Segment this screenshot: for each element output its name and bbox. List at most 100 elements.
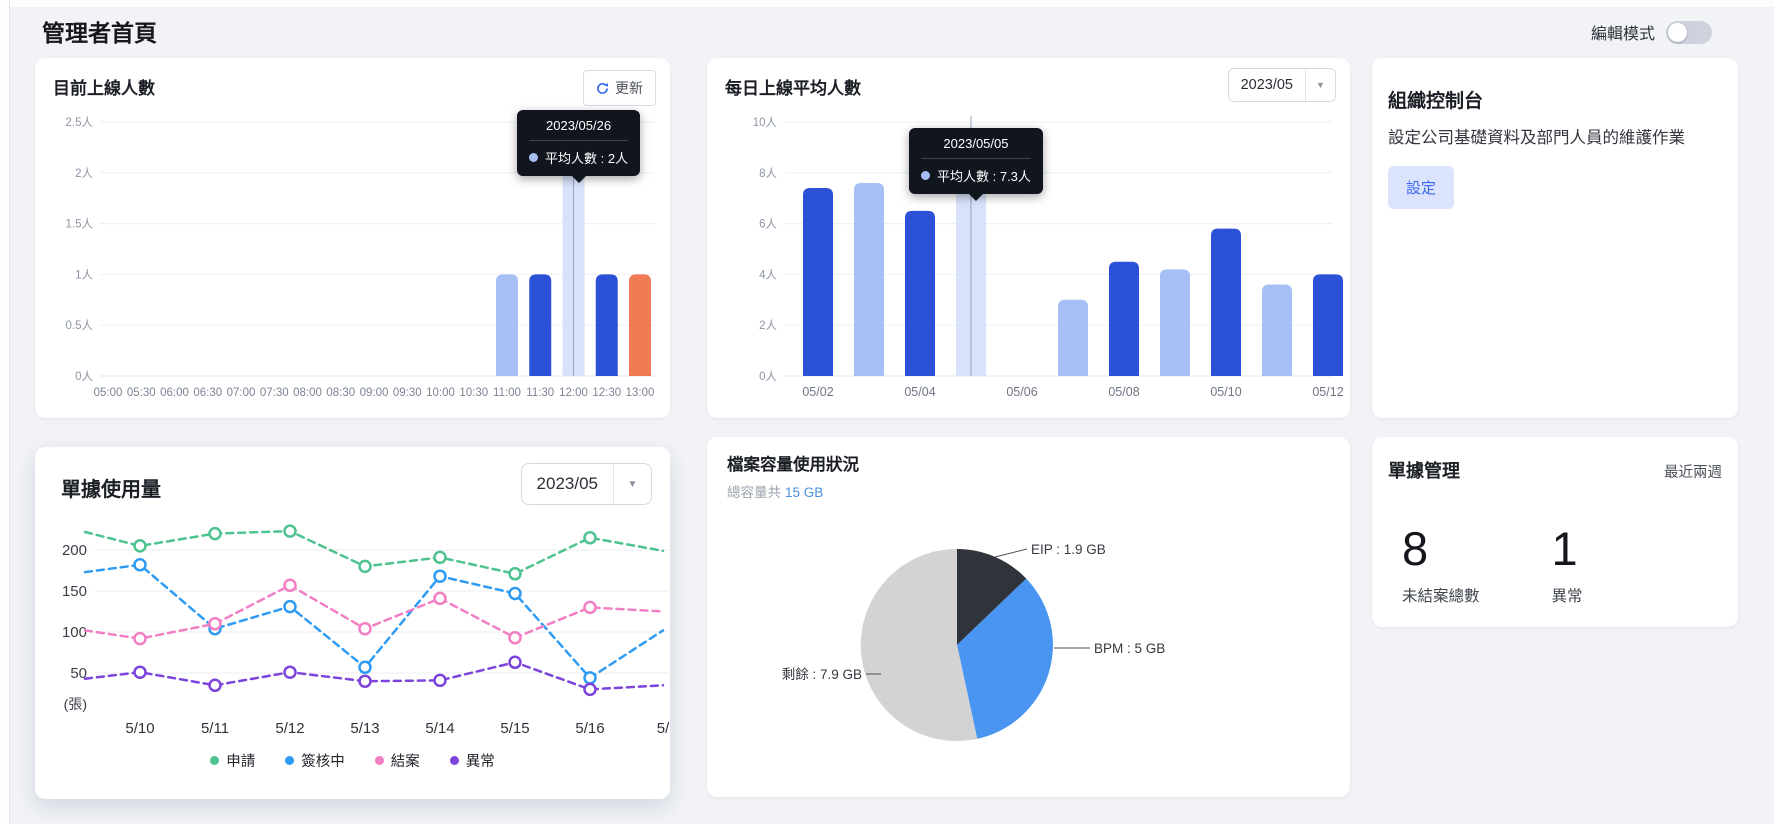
chart-tooltip: 2023/05/05 平均人數 : 7.3人 xyxy=(909,128,1043,201)
svg-text:5/15: 5/15 xyxy=(500,720,529,737)
pie-slice-EIP[interactable] xyxy=(957,549,1027,645)
svg-text:100: 100 xyxy=(62,624,87,641)
svg-text:0.5人: 0.5人 xyxy=(66,319,94,332)
doc-management-title: 單據管理 xyxy=(1388,461,1460,481)
svg-text:05/06: 05/06 xyxy=(1006,385,1037,399)
svg-text:10:00: 10:00 xyxy=(426,387,455,399)
svg-text:08:00: 08:00 xyxy=(293,387,322,399)
legend-dot-icon xyxy=(285,756,295,765)
svg-text:11:00: 11:00 xyxy=(493,387,521,399)
card-daily-average: 每日上線平均人數 2023/05 ▼ 0人 2人 4人 6人 8人 10人 05/02 05/… xyxy=(707,58,1350,418)
svg-text:05/04: 05/04 xyxy=(904,385,935,399)
svg-text:05:30: 05:30 xyxy=(127,387,156,399)
tooltip-value: 平均人數 : 2人 xyxy=(545,151,629,166)
svg-text:200: 200 xyxy=(62,542,87,559)
svg-text:8人: 8人 xyxy=(759,167,777,180)
total-prefix: 總容量共 xyxy=(727,485,781,500)
tooltip-date: 2023/05/05 xyxy=(921,136,1031,159)
svg-text:(張): (張) xyxy=(64,696,87,712)
svg-text:0人: 0人 xyxy=(759,370,777,383)
card-doc-management: 單據管理 最近兩週 8 未結案總數 1 異常 xyxy=(1372,437,1738,627)
svg-text:5/16: 5/16 xyxy=(575,720,604,737)
svg-text:2.5人: 2.5人 xyxy=(66,116,94,129)
svg-text:12:30: 12:30 xyxy=(592,387,621,399)
stat-value: 8 xyxy=(1402,522,1429,575)
svg-text:08:30: 08:30 xyxy=(326,387,355,399)
svg-text:09:30: 09:30 xyxy=(393,387,422,399)
period-label: 最近兩週 xyxy=(1664,465,1722,481)
svg-text:5/12: 5/12 xyxy=(275,720,304,737)
svg-text:50: 50 xyxy=(70,665,87,682)
pie-slice-剩餘[interactable] xyxy=(860,548,978,741)
svg-text:11:30: 11:30 xyxy=(526,387,554,399)
current-online-bar-chart[interactable]: 0人 0.5人 1人 1.5人 2人 2.5人 05:00 05:30 06:00 06:30 07… xyxy=(35,58,670,418)
stat-abnormal: 1 異常 xyxy=(1552,523,1583,606)
svg-text:10人: 10人 xyxy=(753,116,778,129)
edit-mode-toggle[interactable] xyxy=(1666,20,1712,44)
svg-text:150: 150 xyxy=(62,583,87,600)
stat-label: 異常 xyxy=(1551,587,1583,605)
refresh-label: 更新 xyxy=(615,80,643,96)
month-select[interactable]: 2023/05 ▼ xyxy=(520,463,652,505)
legend-item-異常[interactable]: 異常 xyxy=(449,750,495,771)
svg-text:09:00: 09:00 xyxy=(360,387,389,399)
legend-dot-icon xyxy=(449,756,459,765)
pie-slice-BPM[interactable] xyxy=(957,578,1053,739)
settings-button[interactable]: 設定 xyxy=(1388,166,1455,209)
legend-label: 簽核中 xyxy=(301,754,345,770)
daily-average-bar-chart[interactable]: 0人 2人 4人 6人 8人 10人 05/02 05/04 05/06 05/08 05/10 05… xyxy=(707,58,1350,418)
svg-text:5/11: 5/11 xyxy=(201,720,229,737)
svg-text:2人: 2人 xyxy=(759,319,777,332)
card-doc-usage: 單據使用量 2023/05 ▼ 50 100 150 200 (張) 5/10 5/11 5/… xyxy=(35,447,670,799)
page-edge-top xyxy=(0,0,1774,7)
legend-label: 異常 xyxy=(465,754,495,770)
org-console-title: 組織控制台 xyxy=(1388,91,1484,112)
svg-text:07:00: 07:00 xyxy=(227,387,256,399)
card-current-online: 目前上線人數 更新 0人 0.5人 1人 1.5人 2人 2.5人 05:00 05:30 06… xyxy=(35,58,670,418)
stat-value: 1 xyxy=(1551,522,1578,575)
chart-tooltip: 2023/05/26 平均人數 : 2人 xyxy=(517,110,641,183)
svg-text:4人: 4人 xyxy=(759,268,777,281)
pie-slice-label: 剩餘 : 7.9 GB xyxy=(782,666,862,682)
svg-text:05:00: 05:00 xyxy=(94,387,123,399)
tooltip-value: 平均人數 : 7.3人 xyxy=(937,169,1031,184)
svg-text:1.5人: 1.5人 xyxy=(66,218,94,231)
svg-text:05/10: 05/10 xyxy=(1210,385,1241,399)
refresh-button[interactable]: 更新 xyxy=(583,70,656,106)
card-file-capacity: 檔案容量使用狀況 總容量共 15 GB EIP : 1.9 GB BPM : 5 G… xyxy=(707,437,1350,797)
edit-mode-label: 編輯模式 xyxy=(1590,26,1655,43)
svg-text:13:00: 13:00 xyxy=(626,387,655,399)
svg-text:07:30: 07:30 xyxy=(260,387,289,399)
svg-text:5/: 5/ xyxy=(657,720,670,737)
toggle-knob-icon xyxy=(1668,22,1687,42)
doc-usage-line-chart[interactable]: 50 100 150 200 (張) 5/10 5/11 5/12 5/13 5/14 5/15 5/… xyxy=(35,447,670,799)
doc-usage-title: 單據使用量 xyxy=(61,479,161,501)
page-edge-left xyxy=(0,0,10,824)
svg-text:10:30: 10:30 xyxy=(459,387,488,399)
chevron-down-icon: ▼ xyxy=(1305,69,1335,101)
svg-text:0人: 0人 xyxy=(75,370,93,383)
card-org-console: 組織控制台 設定公司基礎資料及部門人員的維護作業 設定 xyxy=(1372,58,1738,418)
legend-item-申請[interactable]: 申請 xyxy=(210,750,255,771)
stat-label: 未結案總數 xyxy=(1402,587,1480,605)
stat-unclosed: 8 未結案總數 xyxy=(1402,523,1480,606)
svg-text:05/12: 05/12 xyxy=(1312,385,1343,399)
legend-label: 申請 xyxy=(226,754,256,770)
file-capacity-pie-chart[interactable]: EIP : 1.9 GB BPM : 5 GB 剩餘 : 7.9 GB xyxy=(707,437,1350,797)
svg-text:6人: 6人 xyxy=(759,218,777,231)
edit-mode-control: 編輯模式 xyxy=(1591,20,1712,44)
refresh-icon xyxy=(596,82,609,95)
legend-dot-icon xyxy=(374,756,384,765)
svg-text:05/02: 05/02 xyxy=(802,385,833,399)
pie-slice-label: EIP : 1.9 GB xyxy=(1031,542,1106,557)
legend-item-簽核中[interactable]: 簽核中 xyxy=(285,750,345,771)
legend-item-結案[interactable]: 結案 xyxy=(374,750,420,771)
pie-slice-label: BPM : 5 GB xyxy=(1094,641,1165,656)
tooltip-series-dot-icon xyxy=(921,171,930,180)
page-title: 管理者首頁 xyxy=(42,20,157,46)
svg-text:12:00: 12:00 xyxy=(559,387,588,399)
org-console-description: 設定公司基礎資料及部門人員的維護作業 xyxy=(1388,129,1685,147)
svg-text:5/10: 5/10 xyxy=(125,720,154,737)
svg-text:06:30: 06:30 xyxy=(193,387,222,399)
month-select[interactable]: 2023/05 ▼ xyxy=(1227,68,1336,102)
